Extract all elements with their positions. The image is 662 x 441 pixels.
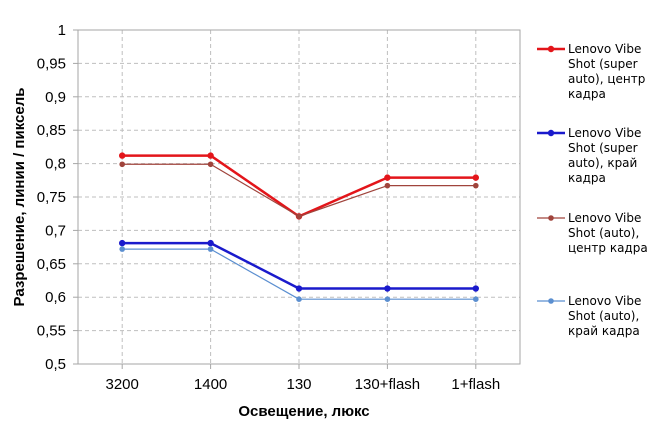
legend-entry-label: Lenovo Vibe Shot (auto), край кадра (568, 294, 641, 338)
legend-entry-label: Lenovo Vibe Shot (auto), центр кадра (568, 211, 648, 255)
data-point (119, 161, 125, 168)
x-axis-ticks: 3200 1400 130 130+flash 1+flash (106, 364, 500, 393)
legend-entry-label: Lenovo Vibe Shot (super auto), край кадра (568, 126, 641, 185)
data-point (119, 152, 126, 159)
y-tick-label: 0,5 (45, 356, 66, 373)
data-point (473, 296, 479, 303)
x-axis-title: Освещение, люкс (238, 403, 369, 420)
legend-swatch-marker (547, 129, 555, 137)
data-point (472, 285, 479, 292)
data-point (207, 152, 214, 159)
data-point (472, 174, 479, 181)
legend-swatch-marker (548, 298, 554, 304)
y-tick-label: 0,9 (45, 89, 66, 106)
data-point (296, 296, 302, 303)
data-point (295, 285, 303, 292)
y-tick-label: 1 (58, 22, 66, 39)
x-tick-label: 1400 (194, 376, 227, 393)
data-point (207, 161, 214, 168)
y-axis-ticks: 0,5 0,55 0,6 0,65 0,7 0,75 0,8 0,85 0,9 0,95 1 (37, 22, 78, 373)
gridlines (78, 30, 520, 364)
data-point (384, 174, 391, 181)
legend-swatch-marker (547, 45, 555, 53)
legend-entry-label: Lenovo Vibe Shot (super auto), центр кадра (568, 42, 645, 101)
x-tick-label: 130 (286, 376, 311, 393)
y-tick-label: 0,55 (37, 323, 66, 340)
data-point (473, 182, 479, 189)
data-point (384, 296, 391, 303)
data-point (119, 239, 126, 247)
series-lines (119, 152, 479, 303)
x-tick-label: 3200 (106, 376, 139, 393)
y-tick-label: 0,65 (37, 256, 66, 273)
y-tick-label: 0,85 (37, 122, 66, 139)
y-tick-label: 0,95 (37, 55, 66, 72)
y-tick-label: 0,7 (45, 222, 66, 239)
data-point (119, 246, 125, 252)
x-tick-label: 1+flash (451, 376, 500, 393)
data-point (207, 239, 214, 247)
data-point (384, 182, 391, 189)
legend: Lenovo Vibe Shot (super auto), центр кадра L… (537, 42, 648, 338)
y-tick-label: 0,6 (45, 289, 66, 306)
data-point (207, 246, 214, 252)
y-tick-label: 0,8 (45, 156, 66, 173)
x-tick-label: 130+flash (355, 376, 420, 393)
y-axis-title: Разрешение, линии / пиксель (11, 88, 28, 307)
data-point (384, 285, 391, 292)
legend-swatch-marker (548, 215, 554, 221)
y-tick-label: 0,75 (37, 189, 66, 206)
data-point (296, 213, 302, 220)
